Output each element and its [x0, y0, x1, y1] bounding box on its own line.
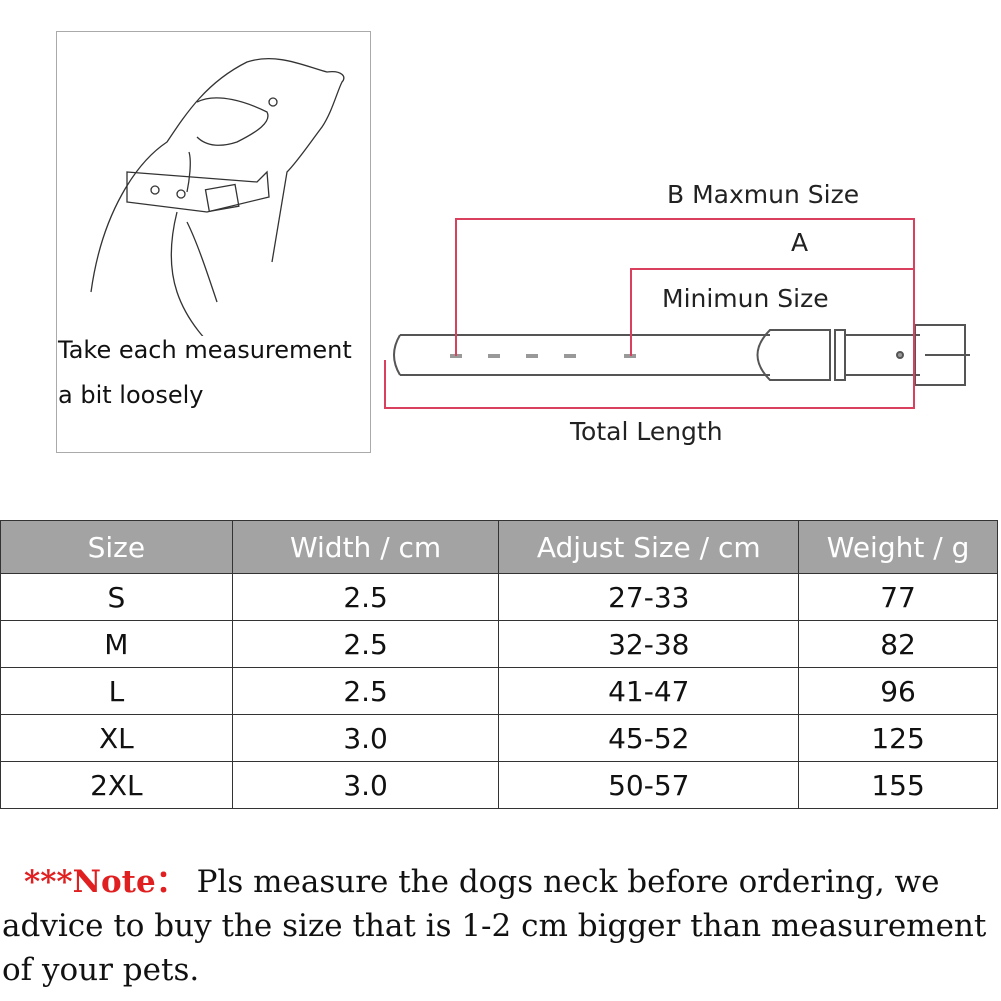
cell-weight: 96: [798, 667, 998, 715]
cell-adjust-size: 50-57: [498, 761, 800, 809]
note-prefix: ***Note：: [24, 864, 187, 900]
cell-weight: 125: [798, 714, 998, 762]
min-size-label: Minimun Size: [662, 284, 829, 313]
size-table: Size Width / cm Adjust Size / cm Weight …: [0, 520, 998, 809]
measurement-caption-line2: a bit loosely: [58, 381, 204, 409]
table-row: XL 3.0 45-52 125: [0, 714, 998, 762]
header-size: Size: [0, 520, 233, 574]
cell-width: 2.5: [231, 620, 500, 668]
cell-size: S: [0, 573, 233, 621]
cell-adjust-size: 32-38: [498, 620, 800, 668]
cell-weight: 82: [798, 620, 998, 668]
collar-strap: [393, 324, 970, 386]
note-text-1: Pls measure the dogs neck before orderin…: [196, 864, 940, 900]
header-adjust-size: Adjust Size / cm: [498, 520, 800, 574]
measurement-caption-line1: Take each measurement: [58, 336, 352, 364]
cell-adjust-size: 41-47: [498, 667, 800, 715]
cell-width: 2.5: [231, 573, 500, 621]
table-row: 2XL 3.0 50-57 155: [0, 761, 998, 809]
cell-width: 2.5: [231, 667, 500, 715]
cell-width: 3.0: [231, 761, 500, 809]
cell-adjust-size: 27-33: [498, 573, 800, 621]
cell-weight: 155: [798, 761, 998, 809]
cell-size: XL: [0, 714, 233, 762]
cell-size: L: [0, 667, 233, 715]
cell-size: 2XL: [0, 761, 233, 809]
max-size-label: B Maxmun Size: [667, 180, 860, 209]
header-weight: Weight / g: [798, 520, 998, 574]
table-row: L 2.5 41-47 96: [0, 667, 998, 715]
cell-adjust-size: 45-52: [498, 714, 800, 762]
cell-width: 3.0: [231, 714, 500, 762]
note-line3: of your pets.: [2, 952, 200, 988]
table-row: S 2.5 27-33 77: [0, 573, 998, 621]
cell-size: M: [0, 620, 233, 668]
a-label: A: [791, 228, 809, 257]
total-length-label: Total Length: [570, 417, 723, 446]
table-row: M 2.5 32-38 82: [0, 620, 998, 668]
note-line2: advice to buy the size that is 1-2 cm bi…: [2, 908, 987, 944]
collar-diagram: [384, 218, 970, 409]
header-width: Width / cm: [231, 520, 500, 574]
measurement-lines: [384, 218, 915, 409]
note-line1: ***Note： Pls measure the dogs neck befor…: [24, 856, 939, 901]
cell-weight: 77: [798, 573, 998, 621]
table-header-row: Size Width / cm Adjust Size / cm Weight …: [0, 520, 998, 574]
